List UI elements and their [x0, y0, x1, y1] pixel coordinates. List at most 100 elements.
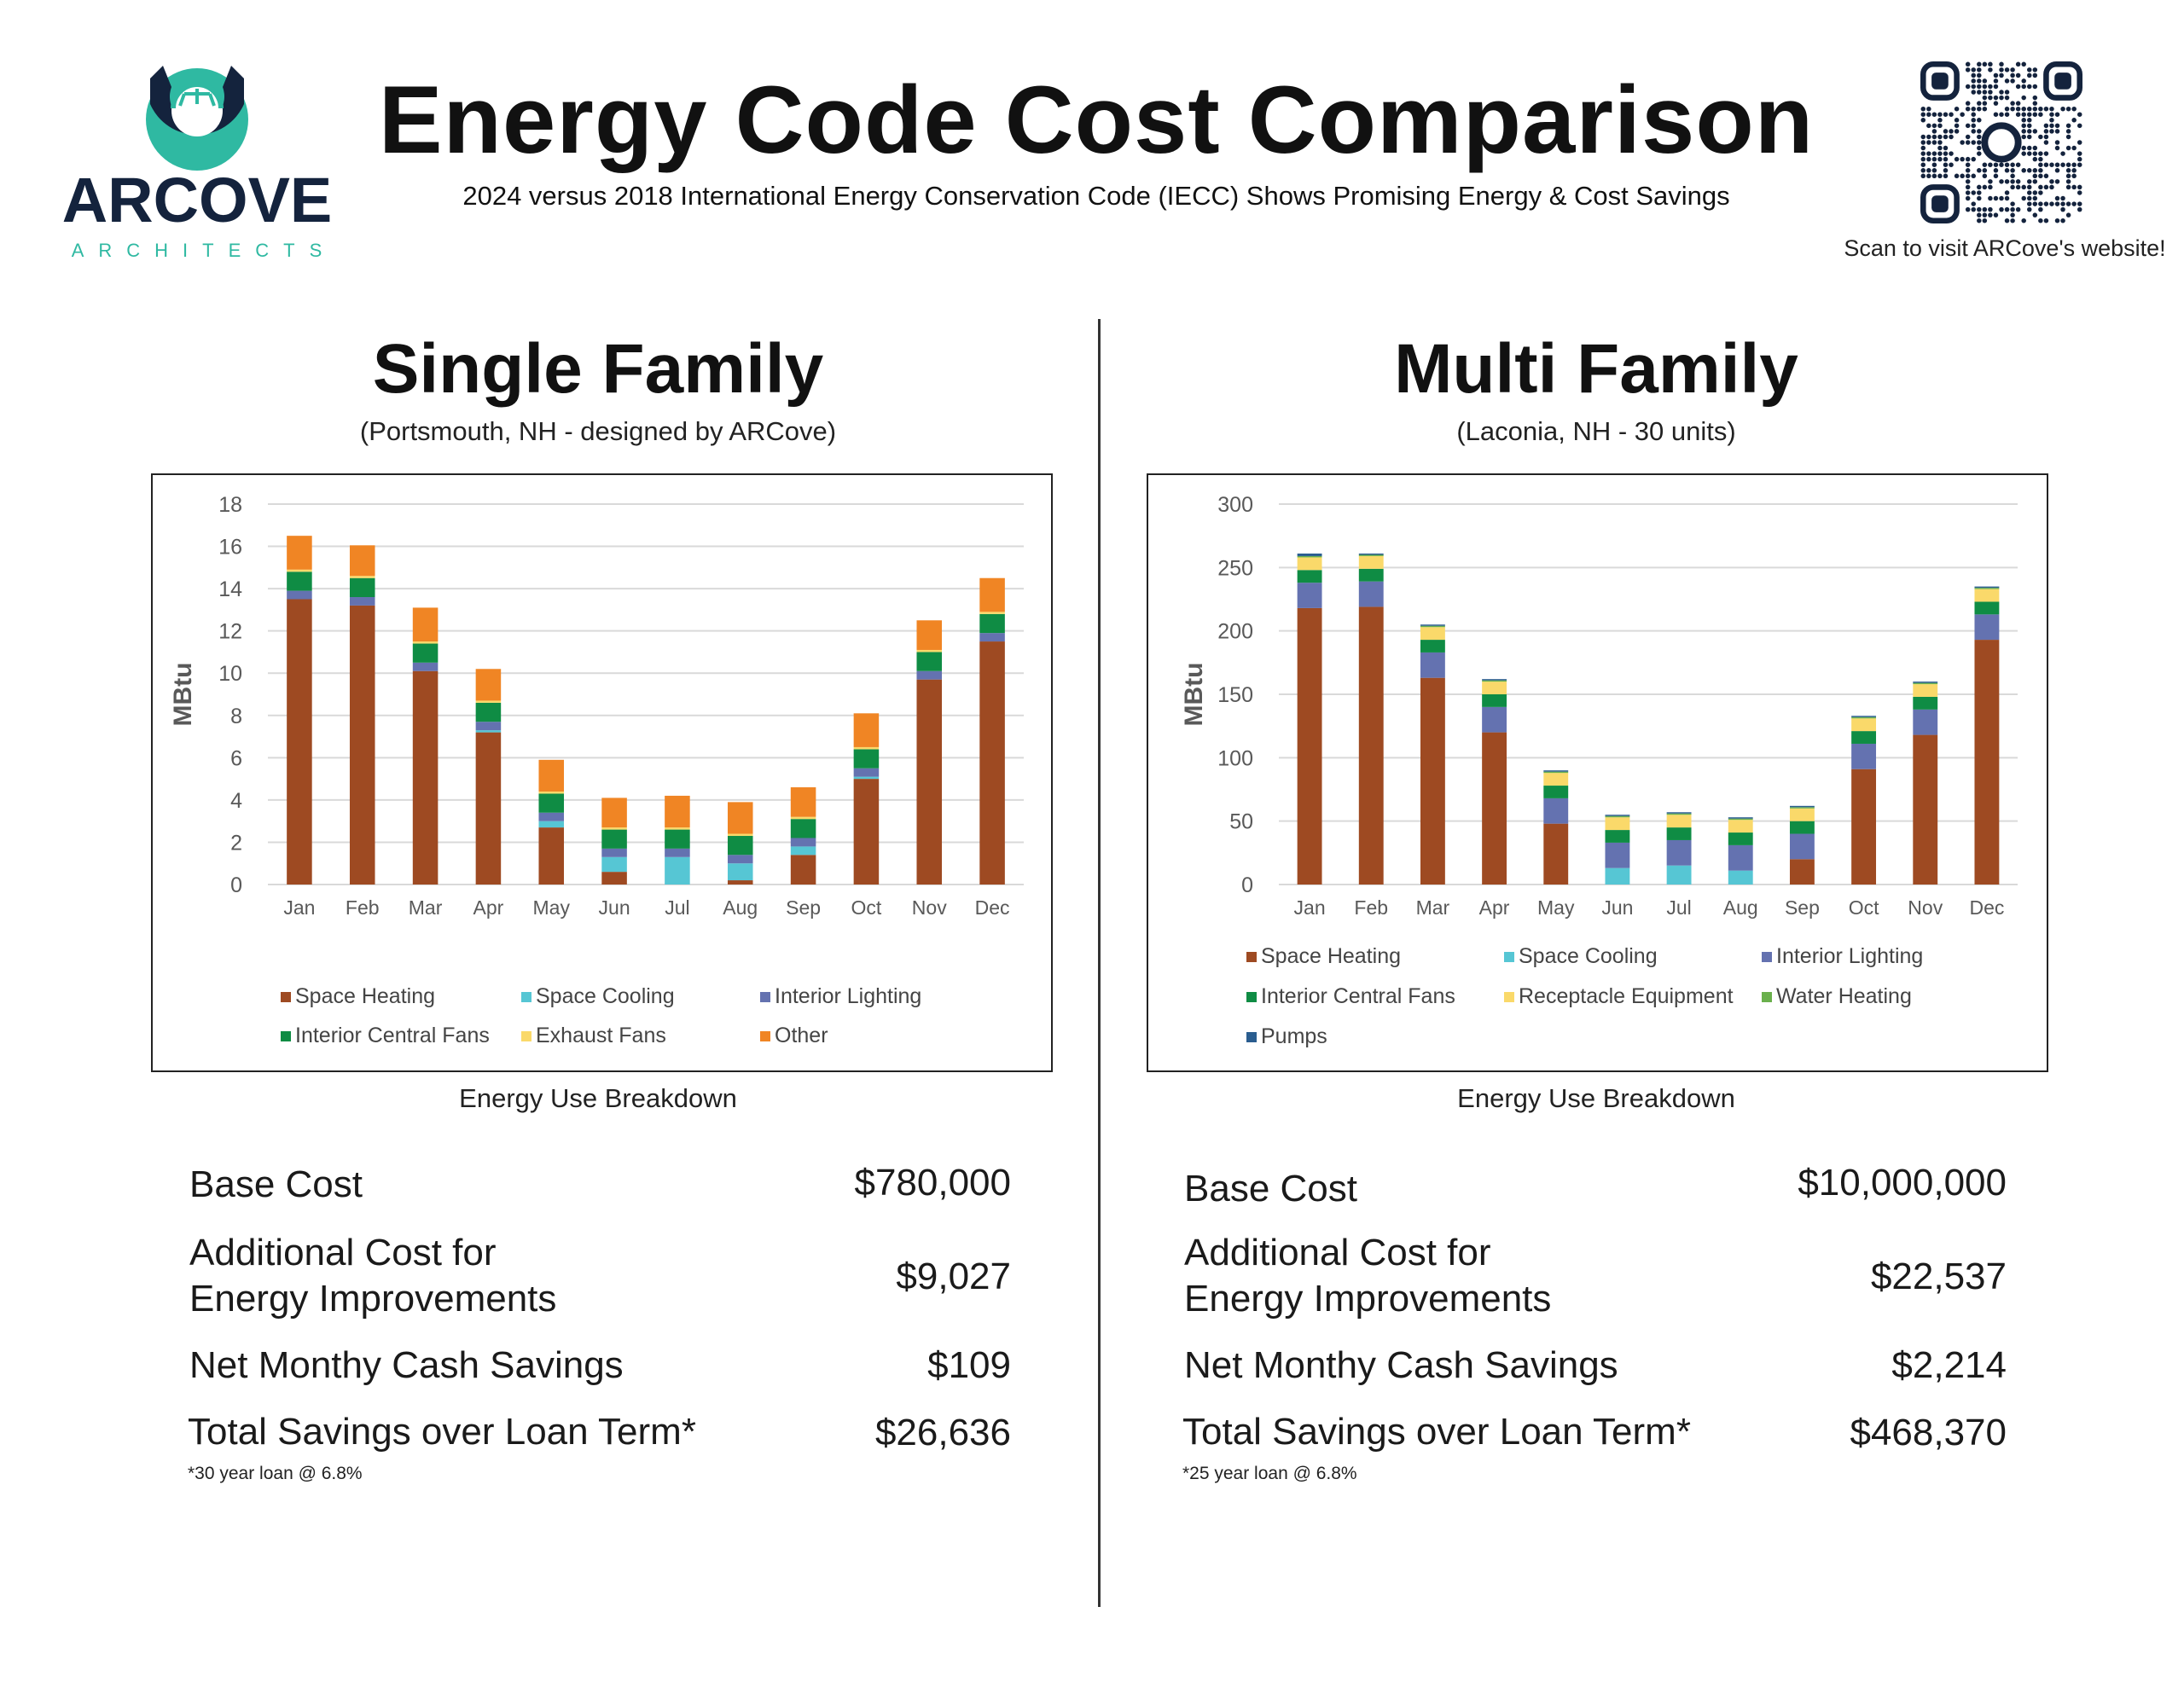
- y-tick-label: 250: [1217, 556, 1253, 580]
- bar-segment-interior-central-fans: [1913, 696, 1938, 710]
- qr-module: [1993, 73, 1999, 78]
- bar-segment-interior-central-fans: [538, 793, 565, 813]
- qr-module: [1920, 112, 1926, 117]
- bar-segment-other: [475, 669, 502, 701]
- single-base-cost-value: $780,000: [854, 1162, 1011, 1204]
- qr-module: [2004, 206, 2010, 212]
- qr-module: [2043, 134, 2049, 140]
- bar-segment-other: [287, 536, 312, 570]
- bar-segment-exhaust-fans: [665, 827, 690, 830]
- qr-module: [1937, 173, 1943, 179]
- qr-module: [1993, 162, 1999, 167]
- page-subtitle: 2024 versus 2018 International Energy Co…: [462, 181, 1730, 211]
- qr-module: [2071, 173, 2077, 179]
- qr-module: [1931, 140, 1937, 145]
- qr-module: [2043, 184, 2049, 190]
- legend-swatch: [281, 1031, 291, 1041]
- bar-segment-interior-lighting: [1420, 652, 1445, 678]
- qr-module: [1965, 123, 1971, 129]
- qr-module: [2027, 145, 2032, 151]
- single-additional-cost-value: $9,027: [896, 1256, 1011, 1297]
- bar-segment-interior-lighting: [916, 670, 943, 680]
- qr-module: [1977, 90, 1982, 95]
- qr-module: [1926, 156, 1931, 162]
- qr-module: [2049, 162, 2054, 167]
- y-tick-label: 14: [218, 577, 242, 601]
- y-axis-label: MBtu: [169, 663, 197, 727]
- bar-segment-other: [412, 607, 439, 642]
- qr-module: [1982, 173, 1988, 179]
- qr-module: [1965, 190, 1971, 195]
- legend-label: Space Cooling: [1519, 944, 1658, 968]
- qr-module: [2043, 201, 2049, 206]
- qr-module: [2032, 106, 2038, 112]
- qr-module: [1977, 73, 1982, 78]
- qr-module: [2027, 112, 2032, 117]
- bar-segment-receptacle-equipment: [1420, 627, 1445, 641]
- qr-module: [2027, 67, 2032, 73]
- qr-module: [2043, 106, 2049, 112]
- qr-module: [2021, 184, 2026, 190]
- qr-module: [2010, 73, 2015, 78]
- legend-item: Space Heating: [281, 984, 435, 1009]
- legend-item: Receptacle Equipment: [1504, 984, 1734, 1009]
- qr-module: [2010, 179, 2015, 184]
- qr-module: [1988, 90, 1993, 95]
- bar-segment-water-heating: [1420, 625, 1445, 628]
- single-loan-note: *30 year loan @ 6.8%: [188, 1464, 363, 1483]
- bar-segment-other: [665, 795, 690, 828]
- qr-module: [2021, 78, 2026, 84]
- qr-module: [2054, 140, 2060, 145]
- bar-segment-interior-central-fans: [287, 571, 312, 591]
- qr-module: [1971, 201, 1976, 206]
- qr-module: [2004, 218, 2010, 223]
- qr-module: [1977, 106, 1982, 112]
- qr-module: [2071, 168, 2077, 173]
- qr-module: [1954, 156, 1960, 162]
- y-tick-label: 8: [230, 705, 242, 728]
- qr-module: [2043, 123, 2049, 129]
- bar-segment-space-heating: [1974, 640, 2000, 885]
- qr-module: [1971, 78, 1976, 84]
- qr-module: [1965, 195, 1971, 201]
- qr-module: [2021, 151, 2026, 156]
- qr-module: [2065, 129, 2071, 134]
- qr-module: [1982, 84, 1988, 90]
- qr-module: [1971, 106, 1976, 112]
- qr-module: [1993, 168, 1999, 173]
- bar-segment-interior-lighting: [1482, 706, 1507, 733]
- legend-item: Other: [760, 1024, 828, 1048]
- qr-module: [1954, 106, 1960, 112]
- legend-item: Pumps: [1246, 1024, 1327, 1049]
- x-tick-label: Aug: [723, 896, 758, 919]
- qr-code-icon[interactable]: [1920, 61, 2082, 223]
- qr-module: [1993, 112, 1999, 117]
- bar-segment-interior-central-fans: [1297, 570, 1322, 583]
- qr-module: [2049, 112, 2054, 117]
- bar-segment-space-heating: [475, 732, 502, 885]
- qr-module: [1993, 84, 1999, 90]
- bar-segment-water-heating: [1605, 815, 1630, 818]
- qr-module: [2065, 173, 2071, 179]
- legend-label: Other: [775, 1024, 828, 1047]
- qr-module: [2021, 118, 2026, 123]
- qr-module: [2015, 184, 2021, 190]
- qr-module: [1982, 162, 1988, 167]
- qr-module: [2021, 61, 2026, 67]
- qr-module: [1982, 106, 1988, 112]
- qr-module: [1977, 129, 1982, 134]
- bar-segment-space-cooling: [538, 821, 565, 828]
- bar-segment-receptacle-equipment: [1728, 820, 1753, 833]
- qr-module: [2077, 151, 2082, 156]
- bar-segment-interior-central-fans: [1789, 821, 1815, 834]
- bar-segment-space-cooling: [727, 863, 753, 881]
- qr-module: [2043, 173, 2049, 179]
- qr-module: [1977, 212, 1982, 218]
- single-family-chart-caption: Energy Use Breakdown: [459, 1083, 737, 1113]
- qr-caption: Scan to visit ARCove's website!: [1844, 235, 2166, 261]
- qr-module: [2027, 195, 2032, 201]
- qr-module: [1977, 206, 1982, 212]
- qr-module: [2010, 67, 2015, 73]
- qr-module: [1949, 134, 1954, 140]
- bar-segment-interior-lighting: [349, 597, 375, 606]
